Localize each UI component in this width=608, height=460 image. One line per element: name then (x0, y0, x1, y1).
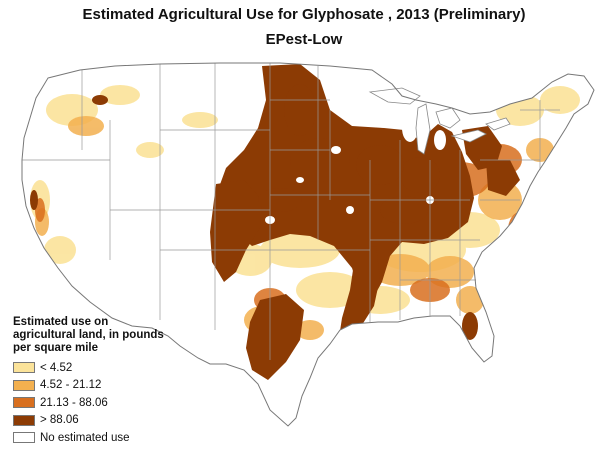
legend-label-moderate: 4.52 - 21.12 (40, 379, 102, 392)
legend-item-very-high: > 88.06 (13, 412, 203, 430)
map-subtitle: EPest-Low (265, 31, 343, 48)
use-intensity-layer (30, 64, 580, 380)
legend-item-high: 21.13 - 88.06 (13, 394, 203, 412)
legend-label-no-use: No estimated use (40, 431, 130, 444)
legend-item-no-use: No estimated use (13, 429, 203, 447)
legend-label-low: < 4.52 (40, 361, 73, 374)
legend-swatch-moderate (13, 379, 35, 391)
legend-swatch-very-high (13, 414, 35, 426)
map-title: Estimated Agricultural Use for Glyphosat… (82, 6, 526, 23)
legend-title: Estimated use on agricultural land, in p… (13, 316, 164, 354)
legend-label-very-high: > 88.06 (40, 414, 79, 427)
legend-swatch-no-use (13, 432, 35, 444)
class-very-high-areas (30, 64, 520, 380)
legend-label-high: 21.13 - 88.06 (40, 396, 108, 409)
legend-swatch-low (13, 362, 35, 374)
no-use-speckles (265, 114, 446, 224)
legend: Estimated use on agricultural land, in p… (13, 316, 203, 447)
legend-swatch-high (13, 397, 35, 409)
legend-item-low: < 4.52 (13, 359, 203, 377)
legend-item-moderate: 4.52 - 21.12 (13, 377, 203, 395)
state-boundaries (22, 63, 560, 360)
great-lakes (368, 87, 511, 155)
